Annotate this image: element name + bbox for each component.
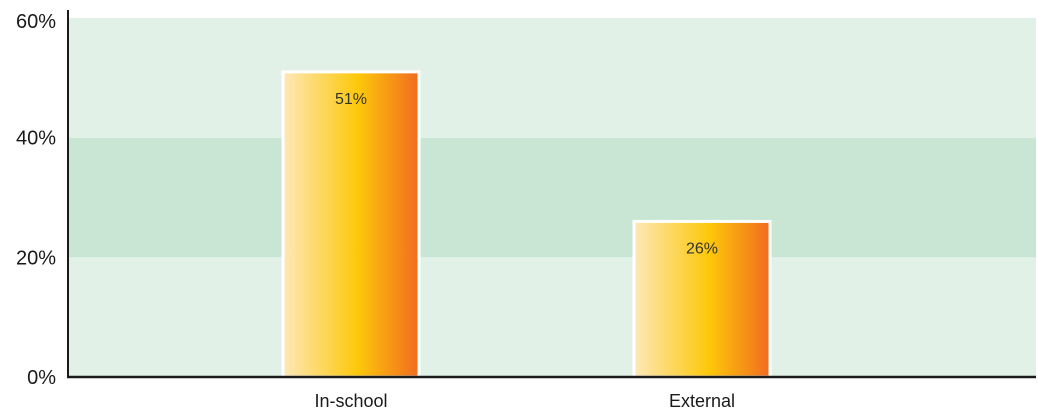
bar-in-school bbox=[281, 70, 421, 379]
y-tick-label: 0% bbox=[27, 367, 56, 389]
background-band-2 bbox=[68, 18, 1036, 138]
bars-group: 51% 26% bbox=[281, 70, 772, 379]
background-band-1 bbox=[68, 137, 1036, 258]
axes-group bbox=[67, 10, 1036, 379]
data-label: 26% bbox=[686, 240, 718, 257]
y-tick-label: 60% bbox=[16, 11, 56, 33]
plot-background bbox=[68, 18, 1036, 377]
x-tick-labels: In-school External bbox=[314, 391, 735, 411]
data-label: 51% bbox=[335, 91, 367, 108]
x-tick-label: In-school bbox=[314, 391, 387, 411]
y-tick-label: 20% bbox=[16, 247, 56, 269]
y-tick-label: 40% bbox=[16, 128, 56, 150]
y-tick-labels: 0% 20% 40% 60% bbox=[16, 11, 56, 389]
x-tick-label: External bbox=[669, 391, 735, 411]
background-band-0 bbox=[68, 257, 1036, 377]
